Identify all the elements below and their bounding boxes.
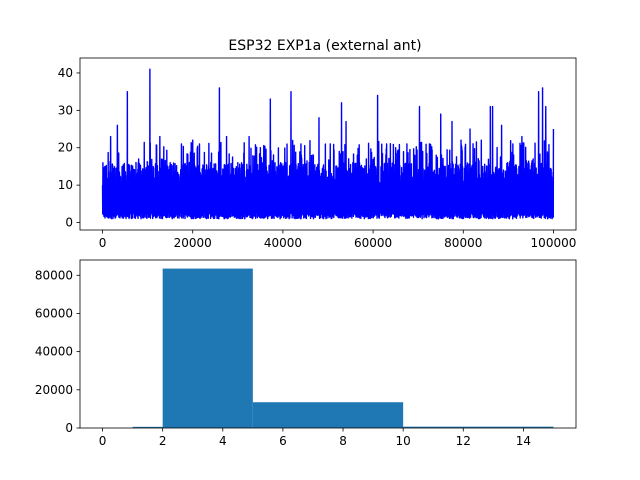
x-tick-label: 4 <box>219 434 227 448</box>
y-tick-label: 30 <box>58 103 73 117</box>
top-y-axis: 0 10 20 30 40 <box>58 66 80 230</box>
bottom-histogram: 0 2 4 6 8 10 12 14 0 20000 40000 60000 80000 <box>35 259 577 448</box>
top-line-chart: 0 20000 40000 60000 80000 100000 0 10 20 30 40 <box>58 57 577 250</box>
histogram-bar <box>162 268 253 428</box>
histogram-bars <box>132 268 554 428</box>
x-tick-label: 14 <box>516 434 531 448</box>
top-axes-frame <box>79 57 577 231</box>
x-tick-label: 0 <box>99 236 107 250</box>
histogram-bar <box>252 402 404 428</box>
x-tick-label: 40000 <box>264 236 302 250</box>
y-tick-label: 10 <box>58 178 73 192</box>
x-tick-label: 2 <box>159 434 167 448</box>
y-tick-label: 0 <box>65 421 73 435</box>
y-tick-label: 20 <box>58 141 73 155</box>
signal-line <box>101 68 555 220</box>
y-tick-label: 0 <box>65 216 73 230</box>
y-tick-label: 80000 <box>35 268 73 282</box>
x-tick-label: 100000 <box>531 236 577 250</box>
y-tick-label: 40 <box>58 66 73 80</box>
bottom-axes-frame <box>79 259 577 429</box>
x-tick-label: 80000 <box>444 236 482 250</box>
x-tick-label: 20000 <box>174 236 212 250</box>
x-tick-label: 12 <box>456 434 471 448</box>
y-tick-label: 60000 <box>35 306 73 320</box>
histogram-bar <box>403 426 554 428</box>
top-x-axis: 0 20000 40000 60000 80000 100000 <box>99 230 577 250</box>
x-tick-label: 60000 <box>354 236 392 250</box>
bottom-y-axis: 0 20000 40000 60000 80000 <box>35 268 80 435</box>
x-tick-label: 10 <box>396 434 411 448</box>
x-tick-label: 0 <box>99 434 107 448</box>
histogram-bar <box>132 426 163 428</box>
chart-title: ESP32 EXP1a (external ant) <box>228 38 421 54</box>
line-series <box>101 68 555 220</box>
bottom-x-axis: 0 2 4 6 8 10 12 14 <box>99 428 531 448</box>
y-tick-label: 20000 <box>35 383 73 397</box>
y-tick-label: 40000 <box>35 345 73 359</box>
x-tick-label: 8 <box>339 434 347 448</box>
x-tick-label: 6 <box>279 434 287 448</box>
